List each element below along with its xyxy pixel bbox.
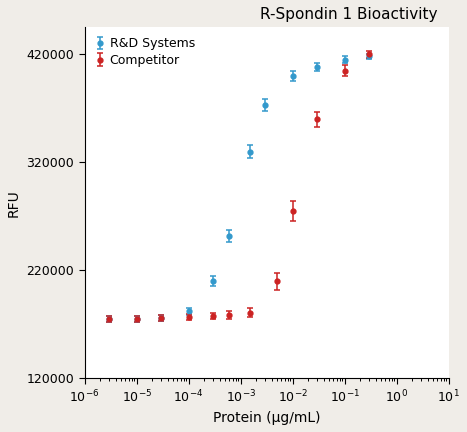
Y-axis label: RFU: RFU bbox=[7, 189, 21, 217]
X-axis label: Protein (μg/mL): Protein (μg/mL) bbox=[213, 411, 320, 425]
Text: R-Spondin 1 Bioactivity: R-Spondin 1 Bioactivity bbox=[260, 7, 438, 22]
Legend: R&D Systems, Competitor: R&D Systems, Competitor bbox=[91, 34, 198, 71]
